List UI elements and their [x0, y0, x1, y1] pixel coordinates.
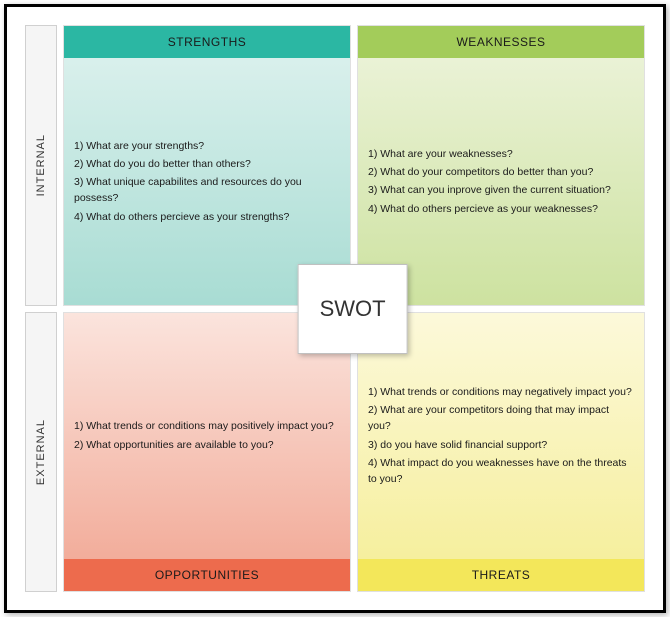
list-item: 1) What trends or conditions may negativ… [368, 384, 634, 400]
row-label-external: EXTERNAL [25, 312, 57, 593]
list-item: 3) What unique capabilites and resources… [74, 174, 340, 207]
quadrant-threats-header: THREATS [358, 559, 644, 591]
row-label-internal-text: INTERNAL [35, 134, 47, 196]
list-item: 4) What impact do you weaknesses have on… [368, 455, 634, 488]
list-item: 1) What are your strengths? [74, 138, 340, 154]
row-label-internal: INTERNAL [25, 25, 57, 306]
quadrant-threats: THREATS 1) What trends or conditions may… [357, 312, 645, 593]
list-item: 3) What can you inprove given the curren… [368, 182, 634, 198]
quadrant-opportunities: OPPORTUNITIES 1) What trends or conditio… [63, 312, 351, 593]
list-item: 4) What do others percieve as your stren… [74, 209, 340, 225]
center-swot-label: SWOT [320, 296, 386, 322]
list-item: 2) What opportunities are available to y… [74, 437, 340, 453]
list-item: 3) do you have solid financial support? [368, 437, 634, 453]
swot-frame: INTERNAL STRENGTHS 1) What are your stre… [4, 4, 666, 613]
center-swot-box: SWOT [298, 264, 408, 354]
quadrant-weaknesses-header: WEAKNESSES [358, 26, 644, 58]
list-item: 1) What are your weaknesses? [368, 146, 634, 162]
list-item: 2) What do your competitors do better th… [368, 164, 634, 180]
quadrant-opportunities-header: OPPORTUNITIES [64, 559, 350, 591]
list-item: 4) What do others percieve as your weakn… [368, 201, 634, 217]
row-label-external-text: EXTERNAL [35, 419, 47, 485]
list-item: 2) What do you do better than others? [74, 156, 340, 172]
quadrant-strengths-header: STRENGTHS [64, 26, 350, 58]
swot-grid: INTERNAL STRENGTHS 1) What are your stre… [25, 25, 645, 592]
list-item: 2) What are your competitors doing that … [368, 402, 634, 435]
list-item: 1) What trends or conditions may positiv… [74, 418, 340, 434]
